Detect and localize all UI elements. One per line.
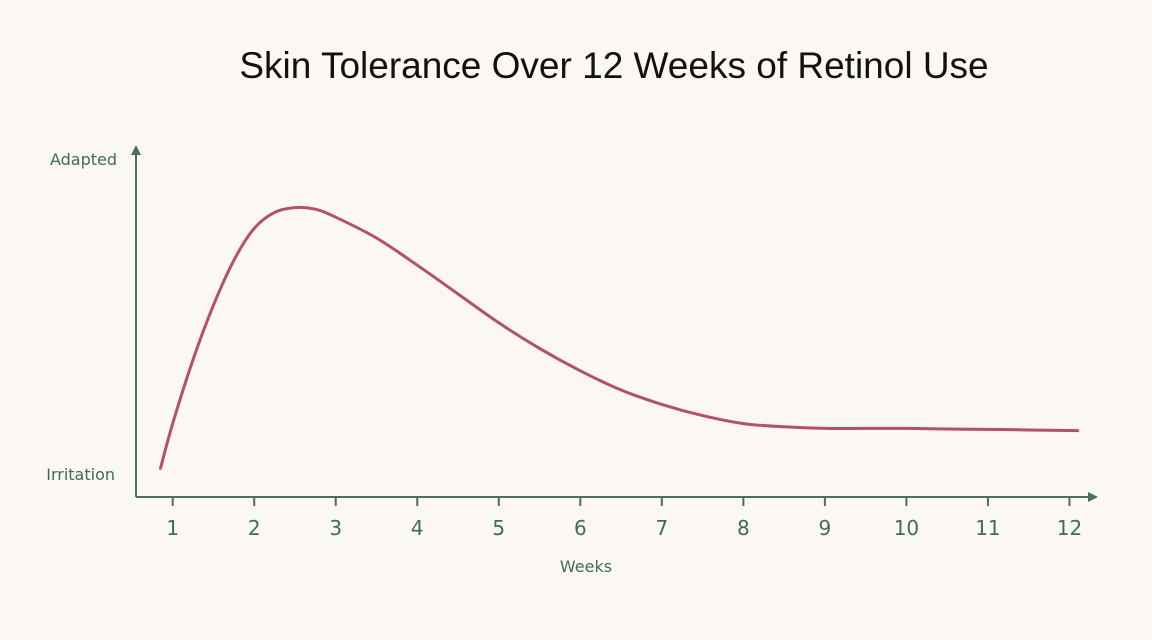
chart-title: Skin Tolerance Over 12 Weeks of Retinol … bbox=[239, 45, 988, 86]
y-tick-label-adapted: Adapted bbox=[50, 150, 117, 169]
x-tick-label: 3 bbox=[329, 516, 342, 540]
x-axis-label: Weeks bbox=[560, 557, 612, 576]
x-tick-label: 2 bbox=[248, 516, 261, 540]
x-tick-label: 6 bbox=[574, 516, 587, 540]
series-layer bbox=[158, 205, 1080, 470]
axes bbox=[131, 145, 1098, 502]
x-tick-label: 7 bbox=[655, 516, 668, 540]
x-tick-label: 1 bbox=[166, 516, 179, 540]
x-tick-label: 8 bbox=[737, 516, 750, 540]
x-tick-label: 4 bbox=[411, 516, 424, 540]
x-tick-label: 11 bbox=[975, 516, 1000, 540]
x-tick-label: 12 bbox=[1057, 516, 1082, 540]
x-ticks: 1 2 3 4 5 6 7 8 9 10 11 12 bbox=[166, 497, 1082, 540]
x-axis-arrowhead bbox=[1088, 492, 1098, 502]
x-tick-label: 9 bbox=[819, 516, 832, 540]
y-tick-label-irritation: Irritation bbox=[46, 465, 115, 484]
y-axis-arrowhead bbox=[131, 145, 141, 155]
x-tick-label: 10 bbox=[894, 516, 919, 540]
x-tick-label: 5 bbox=[492, 516, 505, 540]
series-line-tolerance bbox=[158, 205, 1080, 470]
